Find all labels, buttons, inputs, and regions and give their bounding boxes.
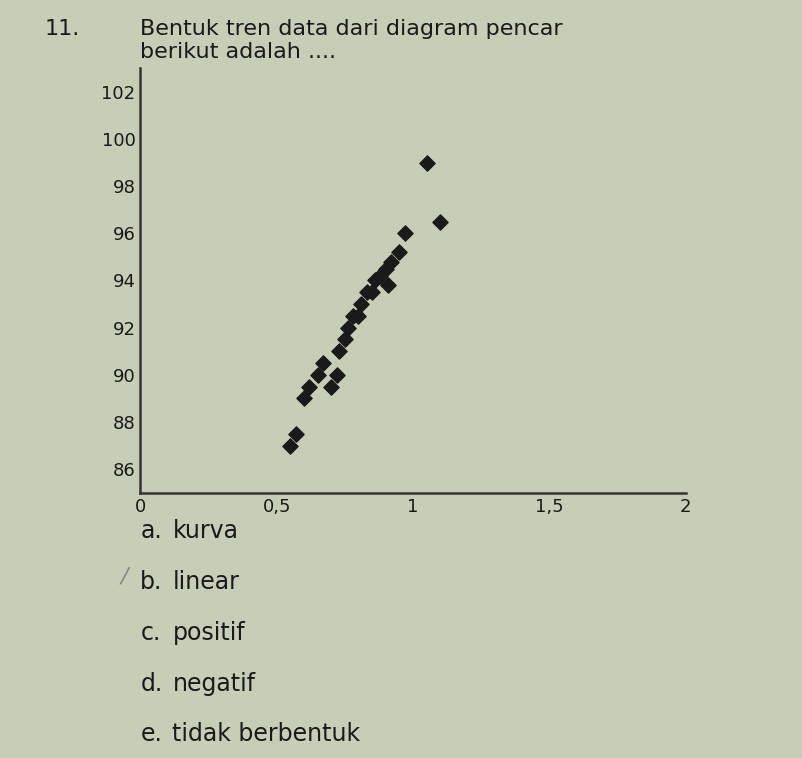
Text: e.: e. (140, 722, 162, 747)
Text: kurva: kurva (172, 519, 238, 543)
Point (346, 310, 359, 322)
Point (382, 279, 395, 291)
Point (385, 255, 398, 268)
Point (368, 274, 381, 287)
Point (290, 428, 302, 440)
Point (393, 246, 406, 258)
Point (374, 270, 387, 282)
Point (338, 334, 351, 346)
Point (366, 287, 379, 299)
Point (298, 393, 310, 405)
Point (434, 215, 447, 227)
Point (317, 357, 330, 369)
Point (311, 368, 324, 381)
Text: 11.: 11. (44, 19, 79, 39)
Point (330, 368, 343, 381)
Text: negatif: negatif (172, 672, 256, 696)
Point (325, 381, 338, 393)
Point (284, 440, 297, 452)
Text: c.: c. (140, 621, 160, 645)
Point (399, 227, 411, 240)
Text: positif: positif (172, 621, 245, 645)
Text: d.: d. (140, 672, 163, 696)
Point (379, 262, 392, 274)
Point (352, 310, 365, 322)
Text: b.: b. (140, 570, 163, 594)
Text: berikut adalah ....: berikut adalah .... (140, 42, 336, 61)
Text: a.: a. (140, 519, 162, 543)
Text: tidak berbentuk: tidak berbentuk (172, 722, 361, 747)
Text: Bentuk tren data dari diagram pencar: Bentuk tren data dari diagram pencar (140, 19, 563, 39)
Point (333, 345, 346, 357)
Point (420, 156, 433, 168)
Point (341, 321, 354, 334)
Text: linear: linear (172, 570, 239, 594)
Point (354, 298, 367, 310)
Point (303, 381, 316, 393)
Text: /: / (120, 566, 128, 586)
Point (360, 287, 373, 299)
